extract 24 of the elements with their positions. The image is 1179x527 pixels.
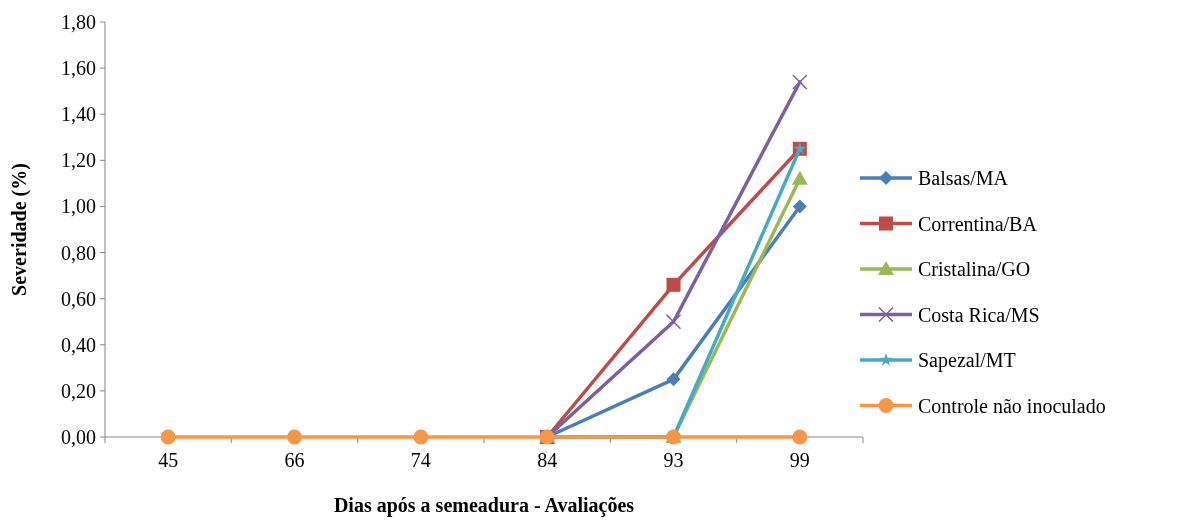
legend-label: Costa Rica/MS [918,303,1040,326]
y-axis-title: Severidade (%) [8,163,31,296]
x-tick-label: 99 [789,449,810,471]
x-tick-label: 93 [663,449,684,471]
y-tick-label: 0,60 [61,287,96,310]
y-tick-label: 0,00 [61,426,96,448]
legend-label: Controle não inoculado [918,394,1106,417]
legend-label: Correntina/BA [918,212,1038,235]
legend-label: Balsas/MA [918,167,1009,189]
x-tick-label: 74 [410,449,431,471]
x-tick-label: 45 [158,449,179,471]
x-tick-label: 84 [537,449,558,471]
legend-label: Cristalina/GO [918,258,1031,280]
y-tick-label: 1,60 [61,57,96,80]
y-tick-label: 1,80 [61,11,96,33]
y-tick-label: 0,80 [61,241,96,264]
y-tick-label: 1,20 [61,149,96,172]
y-tick-label: 0,40 [61,333,96,356]
x-axis-title: Dias após a semeadura - Avaliações [333,494,635,517]
y-tick-label: 0,20 [61,379,96,402]
y-tick-label: 1,40 [61,103,96,126]
legend-label: Sapezal/MT [918,349,1016,372]
x-tick-label: 66 [284,449,305,471]
y-tick-label: 1,00 [61,195,96,218]
